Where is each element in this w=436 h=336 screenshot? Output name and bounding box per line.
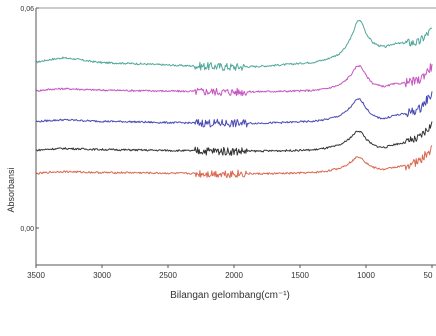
x-tick-label: 1500 — [291, 271, 309, 280]
x-ticks: 3500 3000 2500 2000 1500 1000 50 — [27, 265, 433, 280]
y-axis-label: Absorbansi — [6, 167, 16, 212]
x-tick-label: 3500 — [27, 271, 45, 280]
series-line-5 — [35, 145, 433, 179]
series-line-3 — [35, 91, 433, 128]
y-tick-label: 0,00 — [20, 226, 34, 233]
series-layer — [35, 19, 433, 179]
x-tick-label: 1000 — [357, 271, 375, 280]
x-tick-label: 2500 — [159, 271, 177, 280]
y-tick-label: 0,06 — [20, 6, 34, 13]
x-tick-label: 50 — [424, 271, 433, 280]
x-tick-label: 3000 — [93, 271, 111, 280]
y-ticks: 0,06 0,00 — [20, 6, 39, 233]
x-axis-label: Bilangan gelombang(cm⁻¹) — [170, 290, 290, 301]
x-tick-label: 2000 — [225, 271, 243, 280]
series-line-2 — [35, 63, 433, 96]
series-line-1 — [35, 19, 433, 71]
plot-frame — [35, 7, 436, 266]
series-line-4 — [35, 121, 433, 156]
